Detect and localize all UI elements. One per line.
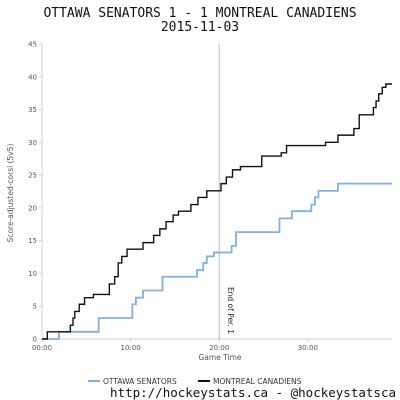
y-tick-label: 30	[28, 139, 37, 147]
footer-credit: http://hockeystats.ca - @hockeystatsca	[110, 385, 396, 400]
y-tick-label: 45	[28, 41, 37, 49]
x-tick-label: 00:00	[32, 344, 52, 352]
series-line-ottawa	[42, 182, 392, 340]
y-tick-label: 20	[28, 204, 37, 212]
y-tick-label: 25	[28, 172, 37, 180]
legend-label-montreal: MONTREAL CANADIENS	[213, 377, 302, 386]
y-axis-label: Score-adjusted-corsi (5v5)	[6, 144, 15, 243]
x-tick-label: 10:00	[121, 344, 141, 352]
series-line-montreal	[42, 83, 392, 340]
chart-date: 2015-11-03	[161, 20, 239, 35]
legend-label-ottawa: OTTAWA SENATORS	[103, 377, 177, 386]
x-tick-label: 20:00	[209, 344, 229, 352]
legend: OTTAWA SENATORS MONTREAL CANADIENS	[88, 377, 302, 386]
y-tick-label: 40	[28, 73, 37, 81]
y-tick-label: 35	[28, 106, 37, 114]
x-axis-label: Game Time	[198, 353, 241, 362]
x-tick-label: 30:00	[298, 344, 318, 352]
chart-title: OTTAWA SENATORS 1 - 1 MONTREAL CANADIENS	[43, 6, 356, 21]
y-tick-label: 5	[33, 303, 37, 311]
y-tick-label: 15	[28, 237, 37, 245]
y-tick-label: 10	[28, 270, 37, 278]
plot-area: 0 5 10 15 20 25 30 35 40 45 00:00 10:00 20:00 30:00 En…	[28, 41, 392, 352]
period-end-label: End of Per. 1	[226, 287, 235, 334]
y-tick-label: 0	[33, 336, 37, 344]
